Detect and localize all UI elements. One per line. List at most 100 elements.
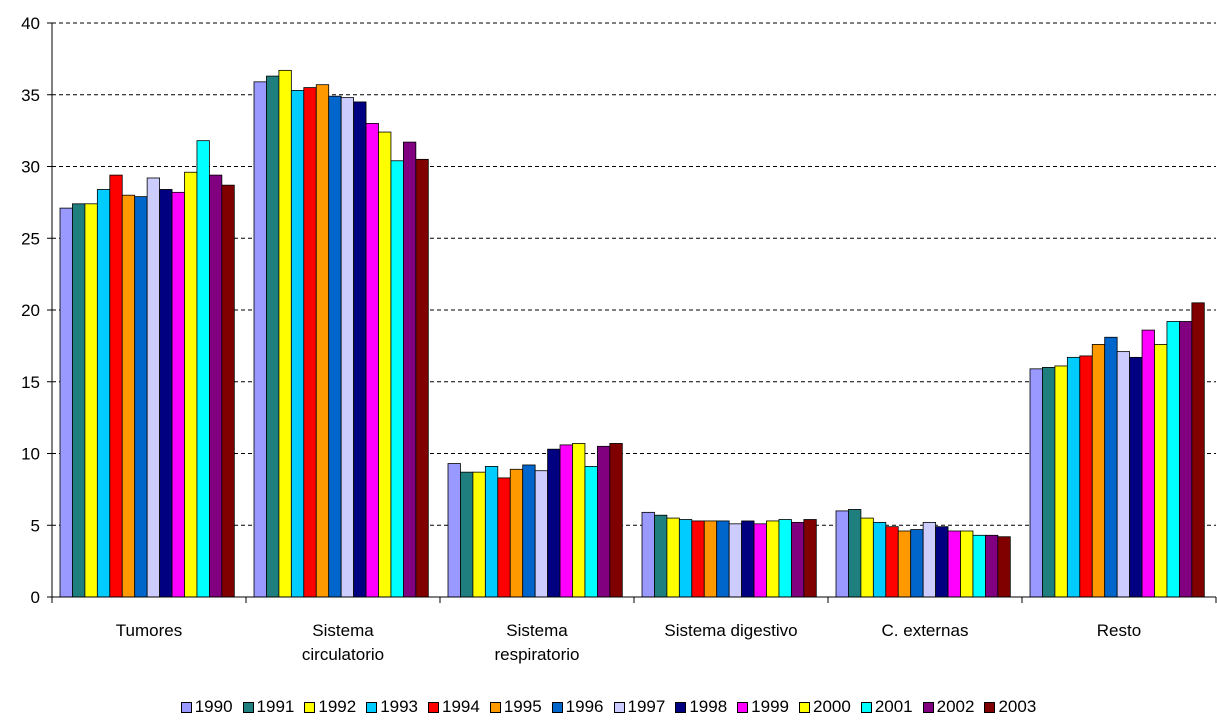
- bar-2002-3: [791, 521, 805, 598]
- bar-1992-4: [860, 517, 874, 598]
- bar-1992-2: [472, 471, 486, 598]
- y-tick-label: 35: [21, 86, 40, 105]
- y-tick-label: 15: [21, 373, 40, 392]
- bar-1995-4: [897, 530, 912, 598]
- legend-swatch: [860, 701, 872, 713]
- legend-item-1997: 1997: [613, 697, 666, 717]
- bar-2003-3: [803, 519, 817, 598]
- bar-1994-5: [1079, 355, 1093, 598]
- legend-item-2003: 2003: [984, 697, 1036, 717]
- bar-1991-1: [266, 75, 280, 598]
- bar-1994-4: [885, 526, 899, 598]
- bars: [59, 69, 1205, 598]
- legend-label: 1997: [627, 697, 666, 716]
- bar-1993-1: [290, 90, 305, 598]
- bar-1990-5: [1029, 368, 1043, 598]
- bar-1996-4: [910, 529, 924, 598]
- bar-2000-1: [378, 131, 392, 598]
- legend-swatch: [984, 701, 996, 713]
- legend-label: 1990: [194, 697, 233, 716]
- bar-1998-1: [353, 101, 367, 598]
- bar-1991-2: [460, 471, 474, 598]
- bar-2003-5: [1191, 302, 1205, 598]
- gridlines: [52, 22, 1216, 526]
- bar-1995-2: [509, 468, 524, 598]
- bar-2002-5: [1179, 321, 1193, 598]
- legend-item-1993: 1993: [366, 697, 418, 717]
- bar-1997-5: [1116, 351, 1131, 598]
- bar-1993-2: [484, 466, 499, 598]
- bar-2003-4: [997, 536, 1011, 598]
- bar-1994-2: [497, 477, 511, 598]
- bar-2001-4: [972, 534, 986, 598]
- legend-swatch: [428, 701, 440, 713]
- x-category-label: C. externas: [882, 621, 969, 640]
- x-category-label: Sistema circulatorio: [302, 621, 384, 664]
- x-category-label: Sistema digestivo: [664, 621, 797, 640]
- bar-2003-2: [609, 443, 623, 598]
- legend-swatch: [551, 701, 563, 713]
- bar-1990-1: [253, 81, 267, 598]
- bar-1997-0: [146, 177, 160, 598]
- legend-swatch: [366, 701, 378, 713]
- bar-1999-2: [559, 444, 573, 598]
- bar-1998-5: [1129, 356, 1143, 598]
- legend-label: 1994: [442, 697, 480, 716]
- bar-1999-4: [947, 530, 961, 598]
- bar-1992-0: [84, 203, 98, 598]
- legend-label: 2003: [998, 697, 1037, 716]
- legend-swatch: [798, 701, 810, 713]
- legend-swatch: [675, 701, 687, 713]
- bar-1999-1: [365, 123, 379, 598]
- bar-1991-0: [72, 203, 86, 598]
- y-tick-label: 10: [21, 445, 40, 464]
- legend-label: 2002: [936, 697, 975, 716]
- bar-2001-2: [584, 466, 598, 598]
- y-tick-label: 0: [31, 588, 40, 607]
- bar-1993-5: [1066, 356, 1081, 598]
- legend-swatch: [242, 701, 254, 713]
- legend-item-1999: 1999: [737, 697, 789, 717]
- bar-2001-5: [1166, 321, 1180, 598]
- bar-2000-2: [572, 443, 586, 598]
- bar-2002-2: [597, 445, 611, 598]
- bar-1996-3: [716, 520, 730, 598]
- legend-label: 1999: [751, 697, 789, 716]
- bar-1997-1: [340, 97, 354, 598]
- x-category-label: Resto: [1097, 621, 1141, 640]
- legend-swatch: [737, 701, 749, 713]
- bar-2000-5: [1154, 344, 1168, 598]
- bar-2003-0: [221, 184, 235, 598]
- bar-2002-4: [985, 534, 999, 598]
- legend-item-1996: 1996: [551, 697, 604, 717]
- legend-swatch: [613, 701, 625, 713]
- legend-item-1991: 1991: [242, 697, 294, 717]
- y-tick-label: 40: [21, 14, 40, 33]
- bar-2000-0: [184, 171, 198, 598]
- bar-1997-2: [534, 470, 549, 598]
- bar-1998-4: [935, 526, 949, 598]
- legend-label: 1993: [380, 697, 419, 716]
- x-category-label: Sistema respiratorio: [494, 621, 579, 664]
- bar-1991-5: [1042, 366, 1056, 598]
- y-tick-label: 30: [21, 158, 40, 177]
- legend-item-2002: 2002: [922, 697, 975, 717]
- bar-1993-0: [96, 189, 111, 598]
- legend-label: 1998: [689, 697, 728, 716]
- legend-swatch: [180, 701, 192, 713]
- bar-1998-3: [741, 520, 755, 598]
- bar-1993-3: [678, 519, 693, 598]
- bar-1994-1: [303, 87, 317, 598]
- bar-1992-5: [1054, 365, 1068, 598]
- bar-1998-0: [159, 189, 173, 598]
- bar-1997-3: [728, 523, 743, 598]
- bar-2001-0: [196, 140, 210, 598]
- bar-1996-0: [134, 196, 148, 598]
- bar-2000-4: [960, 530, 974, 598]
- axes: [47, 22, 1217, 603]
- axis-labels: 0 5 10 15 20 25 30 35 40 Tumores Sistema circulator…: [21, 14, 1141, 664]
- bar-1990-0: [59, 207, 73, 598]
- bar-1992-1: [278, 69, 292, 598]
- bar-1996-2: [522, 464, 536, 598]
- bar-1992-3: [666, 517, 680, 598]
